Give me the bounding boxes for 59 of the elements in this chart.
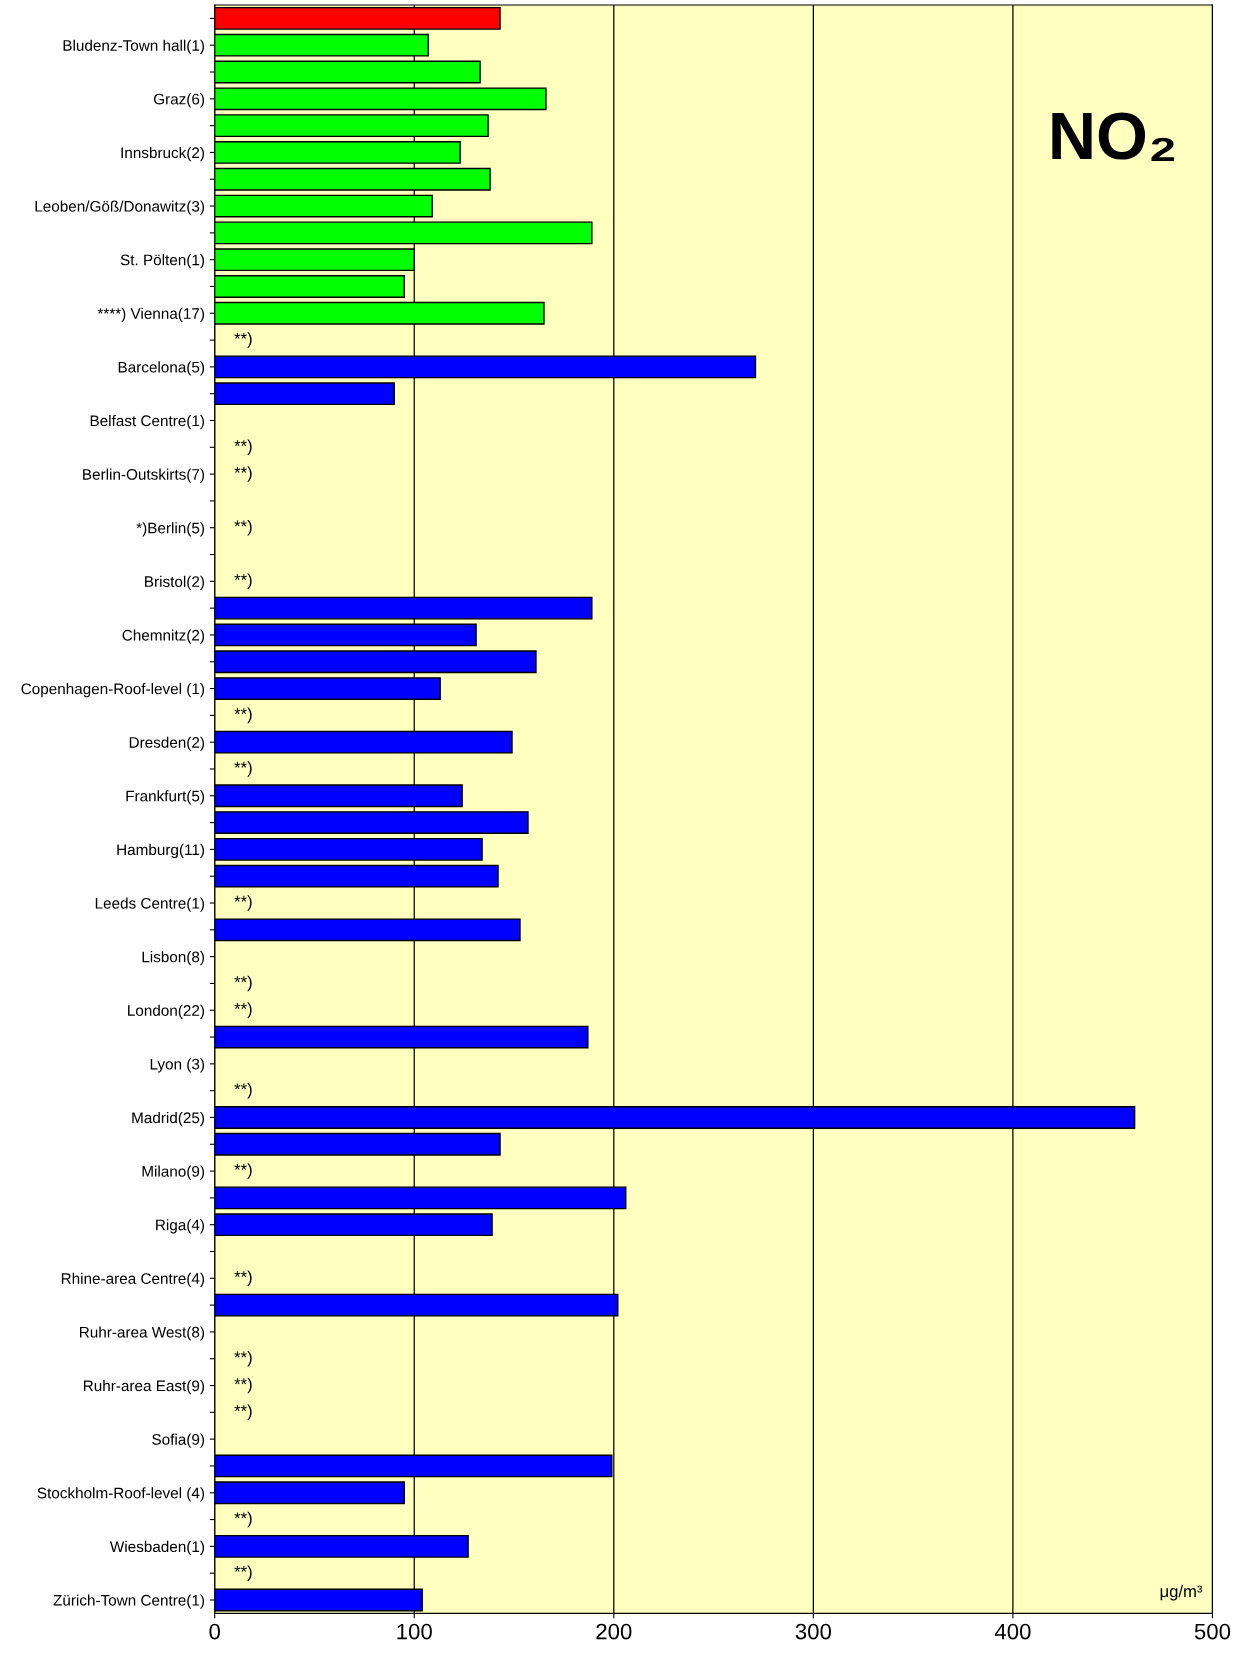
y-tick-label: Graz(6)	[153, 93, 205, 108]
text: **)	[234, 707, 252, 724]
y-tick-label: St. Pölten(1)	[120, 254, 205, 269]
y-tick-label: Ruhr-area East(9)	[83, 1379, 205, 1395]
text: **)	[234, 761, 252, 777]
text: **)	[234, 1270, 252, 1287]
text: **)	[234, 1082, 252, 1099]
y-tick-label: Berlin-Outskirts(7)	[83, 468, 205, 483]
x-tick-label: 200	[596, 1623, 632, 1640]
x-tick-label: 300	[795, 1623, 832, 1640]
text: **)	[234, 1002, 252, 1018]
bar	[214, 1481, 405, 1505]
text: **)	[234, 1404, 252, 1421]
y-tick-label: Bristol(2)	[145, 575, 205, 591]
y-tick-label: Stockholm-Roof-level (4)	[37, 1487, 205, 1502]
text: **)	[234, 1511, 252, 1528]
text: **)	[234, 1565, 252, 1581]
y-tick-label: Lisbon(8)	[142, 951, 205, 966]
y-tick-label: Sofia(9)	[152, 1433, 205, 1448]
bar	[214, 275, 405, 298]
y-tick-label: Barcelona(5)	[118, 361, 205, 376]
text: **)	[234, 895, 252, 911]
text: **)	[234, 332, 252, 348]
y-tick-label: Innsbruck(2)	[121, 146, 205, 162]
x-tick-label: 100	[397, 1623, 432, 1640]
text: **)	[234, 519, 252, 536]
y-tick-label: Hamburg(11)	[117, 843, 205, 859]
text: **)	[234, 1163, 252, 1179]
y-tick-label: Lyon (3)	[150, 1058, 205, 1073]
y-tick-label: Zürich-Town Centre(1)	[53, 1594, 205, 1609]
y-tick-label: Riga(4)	[156, 1219, 205, 1234]
y-tick-label: Leeds Centre(1)	[95, 897, 205, 912]
bar	[214, 382, 395, 406]
y-tick-label: Dresden(2)	[129, 736, 205, 751]
text: **)	[234, 573, 252, 590]
y-tick-label: Chemnitz(2)	[122, 629, 205, 644]
y-tick-label: *)Berlin(5)	[136, 522, 205, 537]
y-tick-label: Rhine-area Centre(4)	[61, 1272, 205, 1287]
text: **)	[234, 439, 252, 456]
x-tick-label: 0	[209, 1623, 220, 1640]
y-tick-label: Ruhr-area West(8)	[80, 1326, 205, 1341]
y-tick-label: Milano(9)	[142, 1165, 205, 1180]
x-tick-label: 500	[1194, 1623, 1231, 1640]
y-tick-label: Wiesbaden(1)	[109, 1540, 205, 1556]
x-tick-label: 400	[994, 1623, 1031, 1640]
y-tick-label: Copenhagen-Roof-level (1)	[21, 683, 205, 698]
text: **)	[234, 1377, 252, 1394]
y-tick-label: Bludenz-Town hall(1)	[63, 39, 205, 54]
y-tick-label: Madrid(25)	[132, 1111, 205, 1127]
y-tick-label: Belfast Centre(1)	[90, 414, 205, 430]
text: **)	[234, 466, 252, 482]
y-tick-label: Frankfurt(5)	[126, 790, 205, 805]
text: **)	[234, 975, 252, 992]
text: **)	[234, 1350, 252, 1367]
annotation: μg/m³	[1160, 1584, 1203, 1601]
y-tick-label: ****) Vienna(17)	[97, 307, 205, 322]
y-tick-label: London(22)	[128, 1004, 205, 1019]
y-tick-label: Leoben/Göß/Donawitz(3)	[35, 200, 205, 215]
annotation: NO₂	[1052, 112, 1175, 162]
